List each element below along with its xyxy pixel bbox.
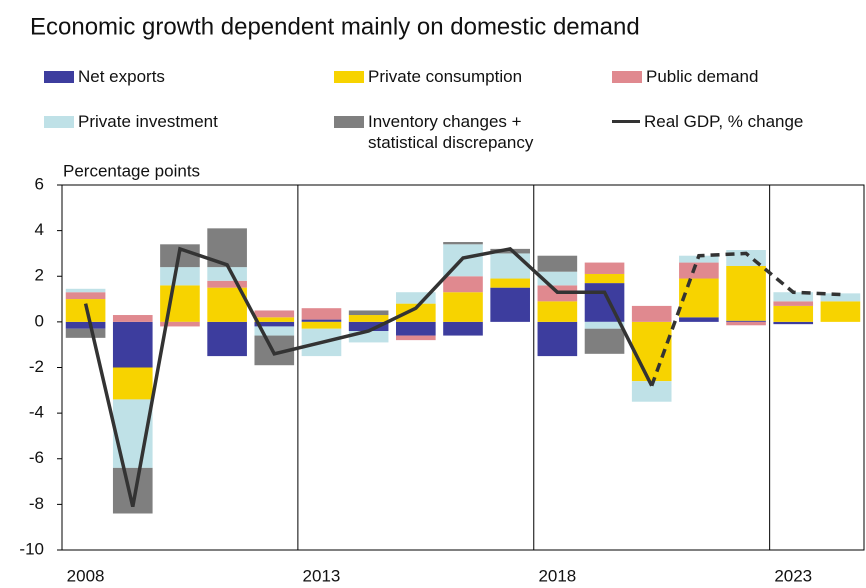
legend: Net exports Private consumption Public dem… (44, 66, 866, 166)
chart-title: Economic growth dependent mainly on dome… (30, 13, 640, 40)
bar-segment (773, 292, 814, 302)
bar-segment (490, 253, 530, 279)
bar-segment (726, 265, 766, 321)
legend-label: Private investment (78, 112, 218, 131)
bar-segment (537, 321, 578, 357)
legend-item: Real GDP, % change (612, 111, 803, 132)
bar-segment (207, 321, 247, 357)
y-tick-label: 6 (35, 174, 44, 193)
y-tick-label: -2 (29, 357, 44, 376)
bar-segment (773, 305, 814, 322)
bar-segment (348, 310, 389, 316)
bar-segment (254, 326, 295, 336)
bar-segment (396, 292, 436, 304)
y-tick-label: 2 (35, 266, 44, 285)
bar-segment (396, 321, 436, 336)
line-forecast (650, 251, 841, 387)
x-tick-label: 2008 (67, 566, 105, 585)
legend-label: Private consumption (368, 67, 523, 86)
legend-swatch (44, 116, 74, 128)
legend-item: Private investment (44, 111, 218, 132)
bar-segment (820, 293, 861, 302)
bar-segment (112, 367, 153, 400)
bar-segment (631, 305, 672, 322)
bar-segment (396, 335, 436, 341)
bar-segment (254, 317, 295, 322)
bar-segment (301, 319, 342, 322)
bar-segment (490, 287, 530, 322)
bar-segment (537, 301, 578, 322)
bar-segment (396, 303, 436, 322)
bar-segment (584, 262, 625, 274)
legend-item: Inventory changes + statistical discrepa… (334, 111, 584, 153)
bar-segment (348, 331, 389, 343)
bar-segment (254, 310, 295, 318)
bar-segment (160, 321, 200, 327)
legend-label: Net exports (78, 67, 165, 86)
y-tick-label: 4 (35, 220, 44, 239)
bar-segment (443, 321, 483, 336)
x-tick-label: 2013 (303, 566, 341, 585)
bar-segment (443, 292, 483, 322)
bar-segment (160, 267, 200, 286)
bar-segment (773, 301, 814, 306)
y-tick-label: -4 (29, 403, 44, 422)
y-axis-label: Percentage points (63, 161, 200, 180)
bar-segment (254, 321, 295, 327)
y-tick-label: -6 (29, 448, 44, 467)
bar-segment (443, 276, 483, 293)
legend-swatch (44, 71, 74, 83)
legend-label: Inventory changes + statistical discrepa… (368, 112, 534, 152)
legend-swatch (612, 71, 642, 83)
x-tick-label: 2023 (774, 566, 812, 585)
bar-segment (820, 301, 861, 322)
y-tick-label: 0 (35, 311, 44, 330)
bar-segment (584, 321, 625, 329)
bar-segment (112, 315, 153, 322)
legend-swatch (334, 116, 364, 128)
legend-item: Net exports (44, 66, 165, 87)
bar-segment (773, 321, 814, 325)
x-tick-label: 2018 (538, 566, 576, 585)
legend-label: Real GDP, % change (644, 112, 804, 131)
plot-frame (61, 184, 865, 551)
bar-segment (679, 262, 719, 279)
bar-segment (631, 381, 672, 402)
bar-segment (348, 321, 389, 331)
bar-segment (207, 267, 247, 281)
y-tick-label: -8 (29, 494, 44, 513)
bar-segment (726, 321, 766, 326)
legend-item: Public demand (612, 66, 758, 87)
bar-segment (726, 320, 766, 322)
y-tick-label: -10 (19, 539, 44, 558)
bar-segment (584, 273, 625, 284)
bar-segment (301, 321, 342, 329)
bar-segment (65, 321, 106, 329)
legend-swatch (612, 120, 640, 123)
legend-label: Public demand (646, 67, 759, 86)
bar-segment (65, 292, 106, 300)
legend-swatch (334, 71, 364, 83)
bar-segment (348, 315, 389, 322)
bar-segment (443, 242, 483, 245)
bar-segment (679, 278, 719, 318)
bar-segment (584, 328, 625, 354)
bar-segment (112, 321, 153, 368)
legend-item: Private consumption (334, 66, 522, 87)
bar-segment (301, 308, 342, 320)
bar-segment (490, 278, 530, 288)
bar-segment (65, 288, 106, 293)
line (83, 246, 654, 508)
bar-segment (207, 280, 247, 288)
bar-segment (537, 255, 578, 272)
bar-segment (679, 317, 719, 322)
bar-segment (65, 328, 106, 338)
